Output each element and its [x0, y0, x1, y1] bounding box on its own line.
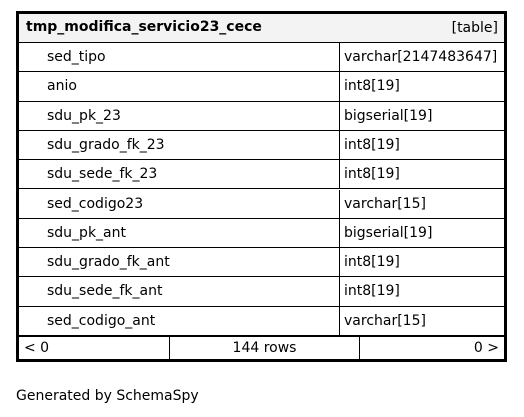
table-node: tmp_modifica_servicio23_cece [table] sed… — [16, 11, 507, 362]
column-name: sed_tipo — [19, 43, 340, 72]
column-row: anio int8[19] — [19, 72, 504, 102]
column-name: sed_codigo_ant — [19, 306, 340, 335]
column-type: bigserial[19] — [344, 107, 433, 124]
row-count: 144 rows — [170, 337, 360, 359]
column-type: varchar[15] — [344, 312, 426, 329]
column-type: int8[19] — [344, 166, 400, 183]
column-row: sdu_sede_fk_ant int8[19] — [19, 277, 504, 307]
column-type: varchar[2147483647] — [344, 49, 498, 65]
column-row: sdu_grado_fk_23 int8[19] — [19, 130, 504, 161]
column-name: sed_codigo23 — [19, 189, 340, 218]
children-count: 0 > — [473, 340, 499, 356]
column-type: int8[19] — [344, 283, 400, 300]
parents-count: < 0 — [19, 337, 170, 359]
column-name: sdu_pk_23 — [19, 101, 340, 130]
column-name: anio — [19, 72, 340, 101]
table-name: tmp_modifica_servicio23_cece — [26, 19, 262, 35]
generated-by-label: Generated by SchemaSpy — [16, 388, 199, 404]
column-name: sdu_sede_fk_ant — [19, 277, 340, 306]
column-row: sed_codigo_ant varchar[15] — [19, 306, 504, 337]
table-footer: < 0 144 rows 0 > — [19, 337, 504, 359]
column-row: sdu_pk_23 bigserial[19] — [19, 101, 504, 131]
column-row: sed_codigo23 varchar[15] — [19, 189, 504, 219]
column-type: varchar[15] — [344, 195, 426, 212]
column-name: sdu_sede_fk_23 — [19, 160, 340, 189]
column-row: sdu_grado_fk_ant int8[19] — [19, 248, 504, 278]
table-kind: [table] — [451, 20, 498, 36]
column-name: sdu_pk_ant — [19, 218, 340, 248]
column-name: sdu_grado_fk_23 — [19, 130, 340, 160]
column-row: sdu_pk_ant bigserial[19] — [19, 218, 504, 249]
column-row: sdu_sede_fk_23 int8[19] — [19, 160, 504, 190]
column-type: int8[19] — [344, 254, 400, 271]
column-type: int8[19] — [344, 136, 400, 153]
table-header: tmp_modifica_servicio23_cece [table] — [19, 14, 504, 43]
column-row: sed_tipo varchar[2147483647] — [19, 43, 504, 73]
column-name: sdu_grado_fk_ant — [19, 248, 340, 277]
column-type: bigserial[19] — [344, 224, 433, 241]
column-type: int8[19] — [344, 78, 400, 95]
